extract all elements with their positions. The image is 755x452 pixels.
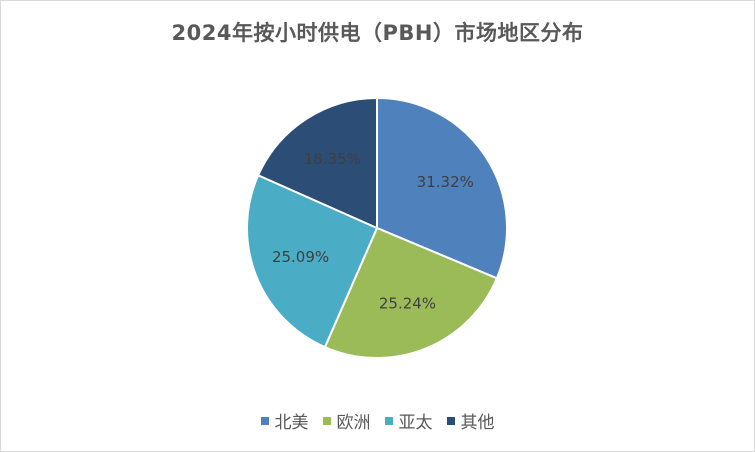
legend-swatch-4 <box>446 416 455 425</box>
legend-item-4: 其他 <box>446 408 495 433</box>
pie-slice-3 <box>246 173 379 349</box>
legend-item-1: 北美 <box>260 408 309 433</box>
legend-label-4: 其他 <box>460 413 495 433</box>
pie-slice-2 <box>323 226 499 359</box>
legend-swatch-1 <box>260 416 269 425</box>
legend-item-3: 亚太 <box>384 408 433 433</box>
legend-label-1: 北美 <box>274 413 309 433</box>
data-label-4: 18.35% <box>304 150 361 168</box>
legend-item-2: 欧洲 <box>322 408 371 433</box>
chart-title: 2024年按小时供电（PBH）市场地区分布 <box>171 21 584 45</box>
data-label-3: 25.09% <box>272 248 329 266</box>
pie-slice-1 <box>376 96 508 280</box>
legend-label-2: 欧洲 <box>336 413 371 433</box>
legend-swatch-3 <box>384 416 393 425</box>
legend-swatch-2 <box>322 416 331 425</box>
pie-data-labels: 31.32% 25.24% 25.09% 18.35% <box>272 150 474 313</box>
pie-slices <box>246 96 508 359</box>
data-label-1: 31.32% <box>417 173 474 191</box>
legend-label-3: 亚太 <box>398 413 433 433</box>
chart-legend: 北美 欧洲 亚太 其他 <box>0 408 755 433</box>
data-label-2: 25.24% <box>379 295 436 313</box>
pie-slice-4 <box>256 96 378 230</box>
